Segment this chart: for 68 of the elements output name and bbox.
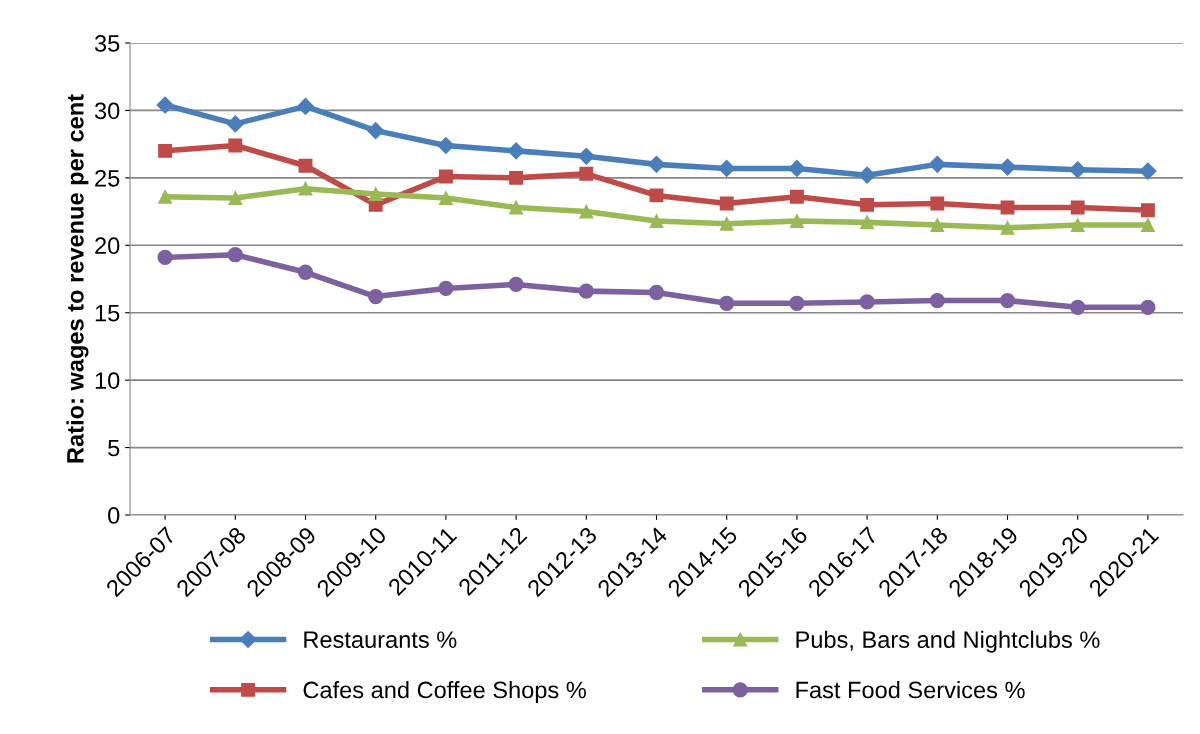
point	[226, 115, 244, 133]
point	[1070, 200, 1085, 215]
point	[1140, 218, 1155, 233]
y-tick-label: 0	[108, 507, 120, 524]
point	[508, 276, 524, 293]
point	[648, 284, 665, 301]
point	[719, 295, 735, 311]
point	[928, 155, 946, 173]
y-tick-label: 20	[95, 237, 120, 255]
point	[789, 214, 804, 228]
point	[298, 158, 313, 173]
point	[158, 189, 173, 204]
point	[228, 191, 243, 206]
point	[1070, 218, 1085, 233]
point	[438, 169, 453, 184]
y-tick-label: 5	[108, 439, 120, 457]
point	[437, 136, 455, 155]
point	[577, 147, 595, 165]
point	[368, 288, 384, 305]
point	[507, 142, 525, 160]
point	[158, 143, 173, 158]
legend-label: Pubs, Bars and Nightclubs %	[796, 630, 1100, 653]
point	[368, 187, 383, 201]
point	[509, 200, 524, 215]
point	[1140, 203, 1155, 218]
point	[649, 214, 664, 228]
point	[1070, 299, 1086, 315]
point	[579, 166, 594, 181]
point	[367, 122, 385, 140]
point	[228, 138, 243, 153]
point	[227, 247, 243, 263]
point	[789, 189, 804, 204]
point	[930, 196, 945, 211]
legend-label: Restaurants %	[304, 631, 457, 648]
point	[859, 294, 875, 310]
point	[789, 295, 805, 311]
point	[649, 188, 664, 203]
point	[578, 283, 594, 299]
point	[929, 292, 945, 309]
point	[157, 249, 173, 266]
point	[999, 292, 1016, 309]
legend-label: Cafes and Coffee Shops %	[303, 680, 586, 703]
point	[860, 215, 875, 230]
point	[719, 196, 734, 211]
point	[509, 170, 524, 185]
point	[858, 166, 876, 184]
point	[1140, 299, 1156, 315]
point	[788, 159, 806, 177]
y-tick-label: 30	[94, 102, 120, 120]
point	[860, 197, 875, 212]
point	[297, 264, 314, 280]
y-tick-label: 25	[95, 169, 120, 187]
y-tick-label: 35	[94, 35, 120, 52]
y-tick-label: 15	[95, 305, 120, 322]
point	[719, 216, 734, 231]
point	[298, 181, 313, 196]
point	[156, 96, 174, 114]
point	[930, 218, 945, 233]
point	[296, 97, 315, 115]
point	[438, 280, 454, 297]
y-axis-title: Ratio: wages to revenue per cent	[66, 94, 89, 463]
point	[579, 204, 594, 219]
point	[1000, 220, 1015, 235]
point	[1139, 162, 1157, 180]
legend-label: Fast Food Services %	[796, 680, 1025, 699]
point	[438, 191, 453, 206]
point	[1069, 161, 1087, 179]
y-tick-label: 10	[95, 372, 120, 389]
